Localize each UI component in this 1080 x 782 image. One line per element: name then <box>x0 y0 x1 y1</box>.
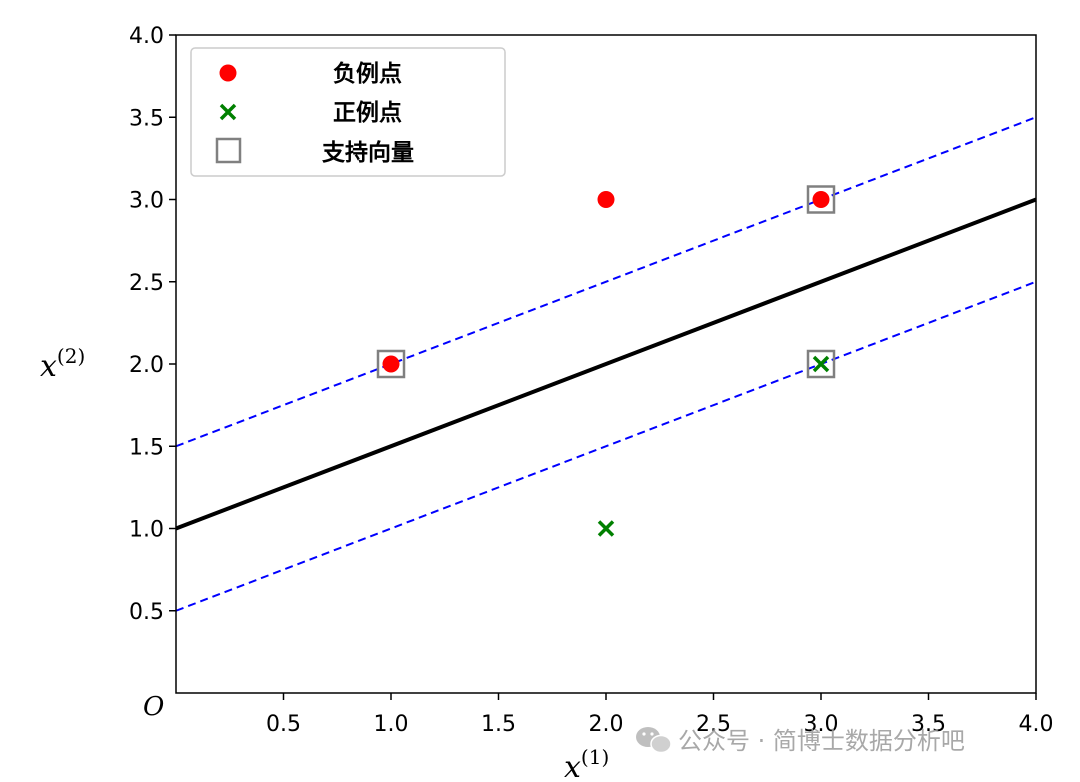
positive-point-marker <box>812 355 830 373</box>
legend-marker-support-vector <box>215 137 242 164</box>
negative-point-marker <box>382 355 400 373</box>
x-tick-label: 0.5 <box>266 712 301 737</box>
watermark: 公众号 · 简博士数据分析吧 <box>636 727 965 755</box>
support-vector-marker <box>806 349 836 379</box>
support-vector-marker <box>376 349 406 379</box>
legend-label-positive: 正例点 <box>333 99 402 126</box>
x-tick-label: 1.5 <box>481 712 516 737</box>
ticks-layer: 0.5 1.0 1.5 2.0 2.5 3.0 3.5 4.0 0.5 1.0 1.5 2.0 2.5 3… <box>129 24 1054 737</box>
legend-label-support-vector: 支持向量 <box>321 139 414 166</box>
watermark-text: 公众号 · 简博士数据分析吧 <box>678 727 965 755</box>
y-tick-label: 1.0 <box>129 518 164 543</box>
legend: 负例点 正例点 支持向量 <box>190 47 506 177</box>
y-tick-label: 4.0 <box>129 24 164 49</box>
y-tick-label: 3.0 <box>129 189 164 214</box>
x-tick-label: 2.5 <box>696 712 731 737</box>
margin-lower-line <box>175 280 1037 612</box>
decision-boundary-line <box>175 197 1037 531</box>
x-tick-label: 1.0 <box>374 712 409 737</box>
x-tick-label: 3.5 <box>911 712 946 737</box>
x-axis-label: x(1) <box>564 745 609 782</box>
negative-point-marker <box>812 191 830 208</box>
x-tick-label: 4.0 <box>1019 712 1054 737</box>
legend-frame <box>190 47 506 177</box>
wechat-icon <box>636 727 672 754</box>
y-tick-label: 2.0 <box>129 353 164 378</box>
lines-layer <box>175 116 1037 612</box>
positive-point-marker <box>597 520 615 537</box>
y-tick-label: 0.5 <box>129 600 164 625</box>
y-tick-label: 1.5 <box>129 435 164 460</box>
legend-marker-negative <box>219 64 237 82</box>
legend-marker-positive <box>219 103 237 121</box>
legend-label-negative: 负例点 <box>333 60 402 87</box>
markers-layer <box>376 185 836 537</box>
y-tick-label: 2.5 <box>129 271 164 296</box>
margin-upper-line <box>175 116 1037 448</box>
support-vector-marker <box>806 185 836 214</box>
y-axis-label: x(2) <box>40 344 85 384</box>
y-tick-label: 3.5 <box>129 106 164 131</box>
x-tick-label: 2.0 <box>589 712 624 737</box>
x-tick-label: 3.0 <box>804 712 839 737</box>
origin-label: O <box>143 692 164 722</box>
negative-point-marker <box>597 191 615 208</box>
